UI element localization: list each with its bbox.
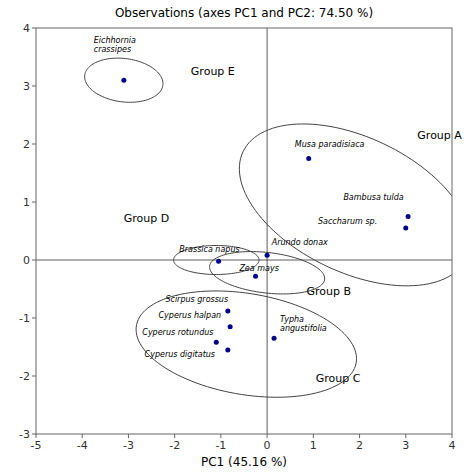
- group-label: Group E: [191, 65, 235, 78]
- point-label: Saccharum sp.: [318, 217, 377, 226]
- point-label: Cyperus rotundus: [142, 328, 213, 337]
- y-tick: [32, 28, 36, 29]
- y-tick: [32, 144, 36, 145]
- x-tick-label: -2: [169, 439, 180, 452]
- y-tick: [32, 434, 36, 435]
- y-tick-label: 4: [23, 22, 30, 35]
- point-label-line: Arundo donax: [271, 238, 328, 247]
- point-label-line: Zea mays: [238, 264, 278, 273]
- point: [225, 309, 230, 314]
- point-label: Bambusa tulda: [343, 193, 403, 202]
- reference-line: [36, 260, 452, 261]
- x-tick: [82, 434, 83, 438]
- plot-frame: [36, 28, 452, 434]
- reference-line: [267, 28, 268, 434]
- x-tick-label: 0: [264, 439, 271, 452]
- point: [228, 324, 233, 329]
- x-tick-label: 1: [310, 439, 317, 452]
- point-label-line: Eichhornia: [94, 36, 136, 45]
- x-tick: [452, 434, 453, 438]
- group-label: Group C: [316, 372, 361, 385]
- x-tick-label: -4: [77, 439, 88, 452]
- y-tick-label: -1: [19, 312, 30, 325]
- point-label: Cyperus digitatus: [145, 350, 215, 359]
- point-label-line: crassipes: [94, 45, 131, 54]
- plot-area: [36, 28, 452, 434]
- x-tick: [128, 434, 129, 438]
- point-label-line: Cyperus digitatus: [145, 350, 215, 359]
- point-label-line: angustifolia: [280, 324, 327, 333]
- x-axis-label: PC1 (45.16 %): [201, 455, 287, 469]
- x-tick-label: 2: [356, 439, 363, 452]
- plot-background: [36, 28, 452, 434]
- point-label-line: Bambusa tulda: [343, 193, 403, 202]
- group-label: Group A: [417, 129, 462, 142]
- point: [265, 253, 270, 258]
- point-label: Scirpus grossus: [165, 295, 228, 304]
- y-tick-label: 0: [23, 254, 30, 267]
- point-label: Eichhorniacrassipes: [94, 36, 136, 54]
- x-tick-label: 3: [402, 439, 409, 452]
- y-tick: [32, 86, 36, 87]
- group-ellipse: [239, 124, 452, 286]
- y-tick: [32, 318, 36, 319]
- x-tick: [313, 434, 314, 438]
- title: Observations (axes PC1 and PC2: 74.50 %): [115, 6, 373, 20]
- x-tick: [359, 434, 360, 438]
- x-tick-label: -5: [31, 439, 42, 452]
- point-label-line: Cyperus halpan: [158, 311, 221, 320]
- point-label: Brassica napus: [179, 245, 239, 254]
- point: [253, 274, 258, 279]
- x-tick: [220, 434, 221, 438]
- x-tick: [174, 434, 175, 438]
- group-label: Group D: [124, 212, 169, 225]
- point-label: Arundo donax: [271, 238, 328, 247]
- x-tick: [405, 434, 406, 438]
- x-tick-label: -1: [215, 439, 226, 452]
- point: [272, 336, 277, 341]
- point-label-line: Saccharum sp.: [318, 217, 377, 226]
- point: [225, 347, 230, 352]
- point-label-line: Musa paradisiaca: [295, 140, 365, 149]
- point: [121, 78, 126, 83]
- y-tick: [32, 376, 36, 377]
- y-tick: [32, 260, 36, 261]
- point-label-line: Brassica napus: [179, 245, 239, 254]
- y-tick-label: 2: [23, 138, 30, 151]
- point: [403, 226, 408, 231]
- point-label-line: Cyperus rotundus: [142, 328, 213, 337]
- point-label: Musa paradisiaca: [295, 140, 365, 149]
- y-tick: [32, 202, 36, 203]
- x-tick: [36, 434, 37, 438]
- point: [306, 156, 311, 161]
- point-label-line: Typha: [280, 315, 304, 324]
- y-tick-label: 1: [23, 196, 30, 209]
- point: [216, 259, 221, 264]
- x-tick-label: -3: [123, 439, 134, 452]
- point: [406, 214, 411, 219]
- point: [214, 340, 219, 345]
- group-label: Group B: [306, 285, 351, 298]
- y-tick-label: 3: [23, 80, 30, 93]
- chart: -5 -4 -3 -2 -1 0 1 2 3 4 -3 -2 -1 0 1 2 3 4 Eichhorniacras…: [0, 0, 474, 474]
- y-tick-label: -2: [19, 370, 30, 383]
- group-ellipse: [85, 58, 163, 102]
- point-label: Zea mays: [238, 264, 278, 273]
- point-label: Typhaangustifolia: [280, 315, 327, 333]
- point-label: Cyperus halpan: [158, 311, 221, 320]
- point-label-line: Scirpus grossus: [165, 295, 228, 304]
- y-tick-label: -3: [19, 428, 30, 441]
- x-tick-label: 4: [449, 439, 456, 452]
- x-tick: [267, 434, 268, 438]
